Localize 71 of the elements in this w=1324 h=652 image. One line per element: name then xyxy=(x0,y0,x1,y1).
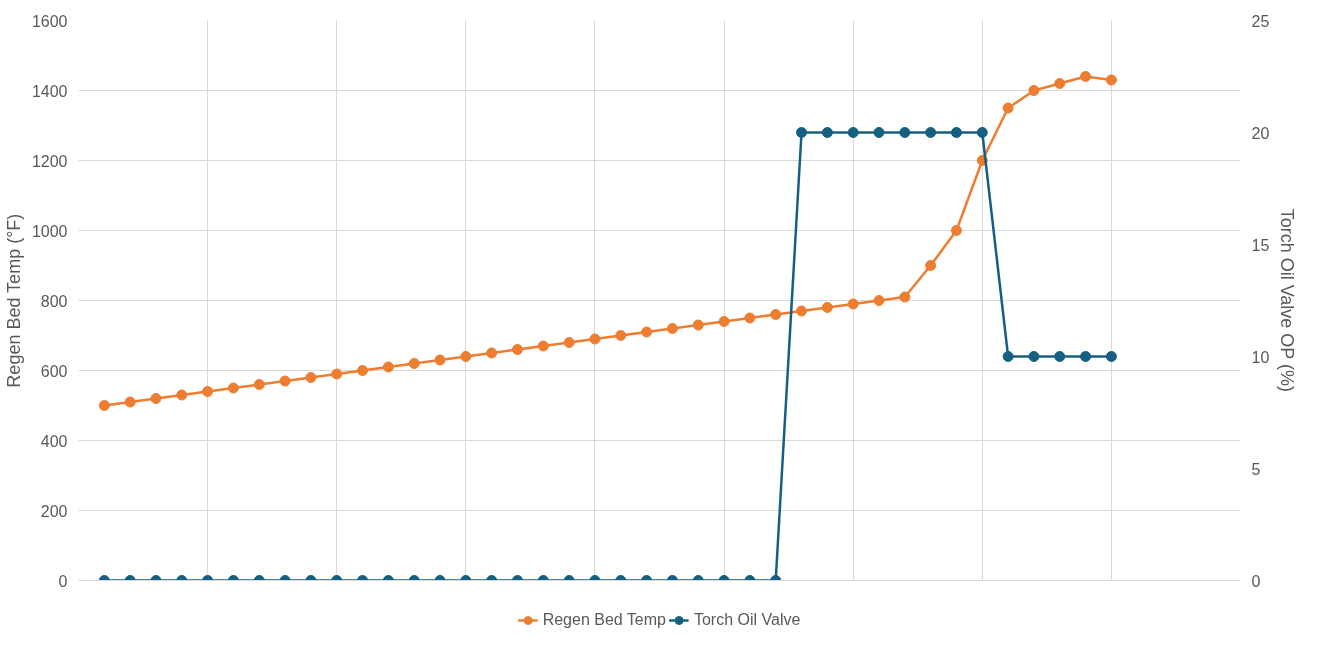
point xyxy=(408,358,420,369)
point xyxy=(124,396,136,408)
point xyxy=(1105,351,1117,362)
point xyxy=(202,386,214,397)
point xyxy=(589,333,601,345)
y2-tick-label: 0 xyxy=(1251,572,1261,590)
point xyxy=(873,127,885,138)
point xyxy=(925,127,937,138)
point xyxy=(847,127,859,138)
point xyxy=(331,368,343,380)
point xyxy=(150,393,162,404)
y-tick-label: 400 xyxy=(40,432,68,450)
point xyxy=(899,291,911,303)
point xyxy=(486,347,498,359)
point xyxy=(950,225,962,236)
point xyxy=(744,312,756,324)
point xyxy=(253,379,265,390)
point xyxy=(1002,102,1014,114)
point xyxy=(925,260,937,271)
y2-axis-title: Torch Oil Valve OP (%) xyxy=(1277,208,1298,393)
point xyxy=(1028,85,1040,96)
point xyxy=(98,400,110,411)
point xyxy=(718,316,730,327)
point xyxy=(1080,351,1092,362)
legend-label: Regen Bed Temp xyxy=(542,611,666,629)
point xyxy=(770,309,782,320)
point xyxy=(692,319,704,331)
point xyxy=(641,326,653,338)
point xyxy=(821,127,833,138)
y-tick-label: 1000 xyxy=(31,222,68,240)
point xyxy=(847,298,859,310)
point xyxy=(796,127,808,138)
legend-label: Torch Oil Valve xyxy=(693,611,801,629)
point xyxy=(279,375,291,387)
point xyxy=(434,354,446,366)
point xyxy=(460,351,472,362)
point xyxy=(357,365,369,376)
point xyxy=(305,372,317,383)
point xyxy=(227,382,239,394)
point xyxy=(511,344,523,355)
point xyxy=(873,295,885,306)
point xyxy=(615,330,627,341)
point xyxy=(176,389,188,401)
point xyxy=(1054,351,1066,362)
point xyxy=(382,361,394,373)
point xyxy=(821,302,833,313)
y-tick-label: 1200 xyxy=(31,152,68,170)
point xyxy=(666,323,678,334)
y-tick-label: 800 xyxy=(40,292,68,310)
y-tick-label: 600 xyxy=(40,362,68,380)
point xyxy=(563,337,575,348)
point xyxy=(796,305,808,317)
y2-tick-label: 5 xyxy=(1251,460,1261,478)
point xyxy=(1105,74,1117,86)
point xyxy=(537,340,549,352)
y-tick-label: 0 xyxy=(58,572,68,590)
point xyxy=(1080,71,1092,82)
point xyxy=(899,127,911,138)
y2-tick-label: 10 xyxy=(1251,348,1270,366)
y2-tick-label: 15 xyxy=(1251,236,1270,254)
y2-tick-label: 20 xyxy=(1251,124,1270,142)
point xyxy=(1054,78,1066,89)
y-axis-title: Regen Bed Temp (°F) xyxy=(3,213,24,388)
y2-tick-label: 25 xyxy=(1251,12,1270,30)
y-tick-label: 1400 xyxy=(31,82,68,100)
point xyxy=(1028,351,1040,362)
point xyxy=(950,127,962,138)
y-tick-label: 200 xyxy=(40,502,68,520)
point xyxy=(1002,351,1014,362)
y-tick-label: 1600 xyxy=(31,12,68,30)
point xyxy=(976,127,988,138)
